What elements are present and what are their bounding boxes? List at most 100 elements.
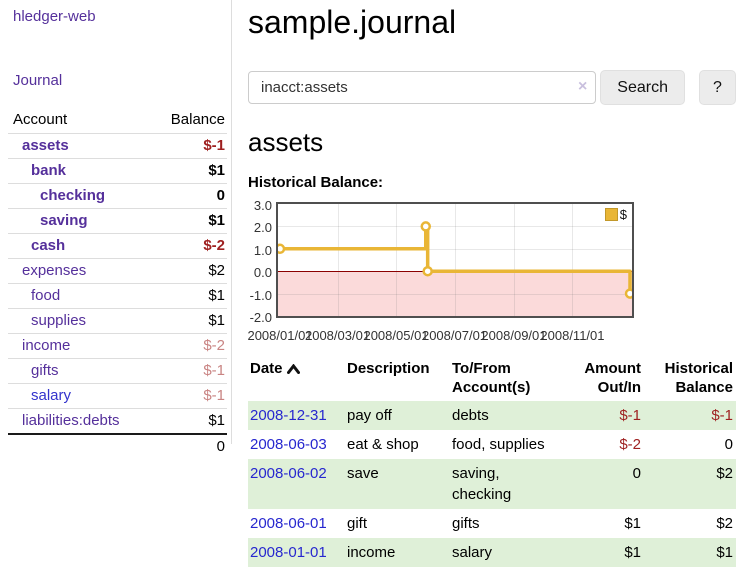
transaction-amount: $-2 [619,436,641,453]
account-link-assets[interactable]: assets [22,137,69,154]
transaction-amount: $1 [624,515,641,532]
account-row: assets $-1 [8,133,227,159]
transaction-balance: $2 [644,459,736,509]
sidebar: hledger-web Journal Account Balance asse… [0,0,232,459]
account-row: food $1 [8,283,227,309]
account-link-bank[interactable]: bank [31,162,67,179]
data-point-marker [420,221,432,232]
balance-step-line [278,221,632,299]
account-link-cash[interactable]: cash [31,237,66,254]
account-link-supplies[interactable]: supplies [31,312,87,329]
accounts-total-spacer [8,433,150,459]
transaction-date-link[interactable]: 2008-06-01 [250,515,327,532]
account-link-salary[interactable]: salary [31,387,72,404]
y-axis-tick-label: 3.0 [253,198,272,213]
transaction-accounts: salary [450,538,558,567]
transaction-accounts: food, supplies [452,436,545,453]
transaction-amount: $-1 [558,401,644,430]
gridline [396,204,398,316]
description-column-header[interactable]: Description [347,360,430,377]
transaction-date-link[interactable]: 2008-12-31 [250,407,327,424]
account-row: liabilities:debts $1 [8,408,227,434]
y-axis-tick-label: 2.0 [253,220,272,236]
x-axis-tick-label: 2008/05/01 [363,328,429,343]
account-balance: 0 [149,183,227,209]
account-balance: $1 [149,408,227,434]
x-axis-tick-label: 2008/11/01 [540,328,605,343]
x-axis-tick-label: 2008/09/01 [481,328,547,343]
data-point-marker [624,288,632,299]
y-axis-tick-label: -2.0 [249,310,272,325]
x-axis-tick-label: 2008/01/01 [247,328,313,343]
account-balance: $-1 [149,383,227,409]
account-link-gifts[interactable]: gifts [31,362,59,379]
accounts-column-header[interactable]: To/From Account(s) [452,360,531,396]
transaction-date-link[interactable]: 2008-01-01 [250,544,327,561]
legend-label: $ [619,207,627,222]
search-button[interactable]: Search [600,70,685,105]
transaction-date-link[interactable]: 2008-06-03 [250,436,327,453]
historical-balance-chart: $ 3.0 2.0 1.0 0.0 -1.0 -2.0 2008/01/01 2008/03/… [247,199,634,343]
clear-search-icon[interactable]: × [577,78,588,95]
transaction-date-link[interactable]: 2008-06-02 [250,465,327,482]
account-balance: $-1 [149,358,227,384]
account-balance: $1 [149,208,227,234]
account-link-saving[interactable]: saving [40,212,88,229]
account-row: supplies $1 [8,308,227,334]
transaction-row: 2008-12-31 pay off debts $-1 $-1 [248,401,736,430]
accounts-table: Account Balance assets $-1 bank $1 checking 0… [8,108,227,459]
transaction-accounts: gifts [452,515,480,532]
transaction-amount: $1 [558,538,644,567]
accounts-total-row: 0 [8,433,227,459]
negative-value-region [278,271,632,316]
account-row: cash $-2 [8,233,227,259]
transaction-balance: 0 [724,436,733,453]
gridline [572,204,574,316]
balance-column-header: Balance [170,111,225,128]
account-balance: $-1 [149,133,227,159]
account-link-liabilities-debts[interactable]: liabilities:debts [22,412,120,429]
transactions-table: Date Description To/From Account(s) Amou… [248,357,736,567]
chart-plot-area: $ 3.0 2.0 1.0 0.0 -1.0 -2.0 2008/01/01 2008/03/… [247,199,634,343]
account-row: checking 0 [8,183,227,209]
data-point-marker [422,265,433,277]
account-row: salary $-1 [8,383,227,409]
help-button[interactable]: ? [698,70,736,105]
account-link-checking[interactable]: checking [40,187,106,204]
account-link-food[interactable]: food [31,287,61,304]
transactions-header-row: Date Description To/From Account(s) Amou… [248,357,736,401]
y-axis-tick-label: 0.0 [253,265,272,281]
account-balance: $2 [149,258,227,284]
transaction-balance: $1 [644,538,736,567]
gridline [278,248,632,250]
amount-column-header[interactable]: Amount Out/In [584,360,641,396]
sidebar-item-journal[interactable]: Journal [13,72,63,89]
transaction-row: 2008-06-01 gift gifts $1 $2 [248,509,736,538]
transaction-balance: $-1 [644,401,736,430]
account-link-income[interactable]: income [22,337,71,354]
account-row: expenses $2 [8,258,227,284]
search-input[interactable] [248,71,597,104]
page-title: sample.journal [248,4,457,40]
account-row: income $-2 [8,333,227,359]
account-link-expenses[interactable]: expenses [22,262,87,279]
chart-title: Historical Balance: [248,174,384,191]
account-row: bank $1 [8,158,227,184]
account-heading: assets [248,127,324,157]
balance-column-header[interactable]: Historical Balance [664,360,733,396]
transaction-description: eat & shop [347,436,419,453]
gridline [278,293,632,295]
date-column-header[interactable]: Date [248,357,345,401]
transaction-row: 2008-06-02 save saving, checking 0 $2 [248,459,736,509]
search-box: × [248,71,597,104]
sort-ascending-icon [286,360,300,379]
gridline [337,204,339,316]
transaction-row: 2008-01-01 income salary $1 $1 [248,538,736,567]
brand-link[interactable]: hledger-web [13,8,96,25]
transaction-amount: 0 [558,459,644,509]
account-balance: $1 [149,308,227,334]
account-balance: $1 [149,158,227,184]
account-balance: $-2 [149,333,227,359]
transaction-accounts: saving, checking [450,459,558,509]
main-content: sample.journal × Search ? assets Histori… [247,0,736,567]
